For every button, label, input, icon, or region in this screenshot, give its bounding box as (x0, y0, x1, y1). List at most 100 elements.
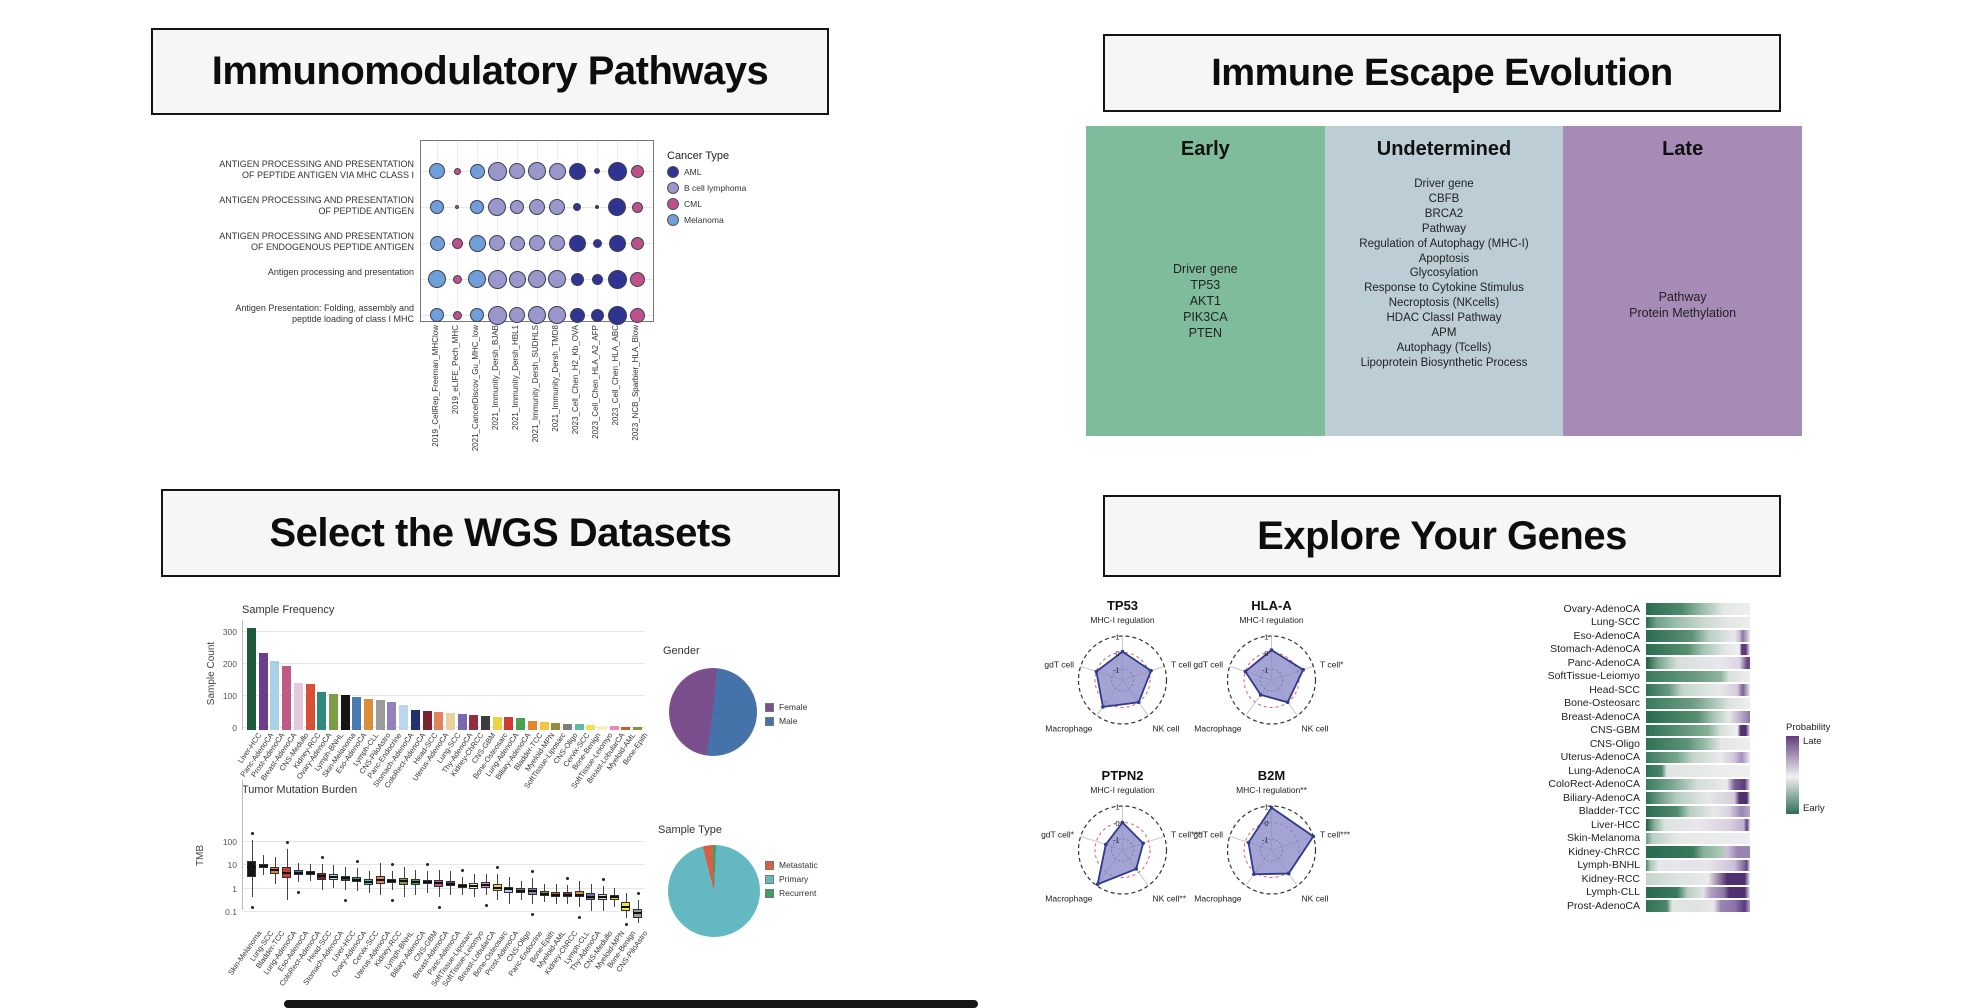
expression-dot (630, 164, 644, 178)
outlier-point (484, 903, 488, 907)
box-median (598, 896, 607, 899)
probability-strip (1646, 792, 1750, 804)
svg-text:1: 1 (1264, 633, 1268, 642)
genes-title-box[interactable]: Explore Your Genes (1103, 495, 1781, 577)
probability-strip (1646, 751, 1750, 763)
expression-dot (630, 236, 644, 250)
gridline (457, 141, 458, 321)
box-median (492, 886, 502, 889)
box-median (340, 877, 350, 880)
probability-row-label: ColoRect-AdenoCA (1548, 778, 1640, 791)
frequency-bar (258, 653, 268, 730)
frequency-bar (293, 682, 303, 730)
expression-dot (469, 163, 485, 179)
box-iqr (247, 860, 256, 877)
legend-label: Recurrent (779, 888, 817, 898)
svg-text:1: 1 (1115, 633, 1119, 642)
y-tick-label: 1 (232, 883, 237, 894)
tmb-title: Tumor Mutation Burden (242, 784, 358, 796)
y-tick-label: 0.1 (225, 907, 237, 918)
radar-axis-label: gdT cell (1044, 659, 1074, 669)
legend-label: Melanoma (684, 215, 724, 225)
evolution-title-box[interactable]: Immune Escape Evolution (1103, 34, 1781, 112)
probability-row: Bone-Osteosarc (1500, 697, 1750, 711)
expression-dot (489, 235, 505, 251)
expression-dot (470, 308, 484, 322)
frequency-bar (586, 725, 596, 730)
radar-polygon (1096, 821, 1145, 886)
evolution-column-heading: Early (1180, 138, 1230, 160)
gridline (243, 841, 645, 842)
evolution-column[interactable]: Early Driver gene TP53 AKT1 PIK3CA PTEN (1086, 126, 1325, 436)
frequency-bar (574, 724, 584, 730)
box-median (445, 882, 455, 885)
radar-axis-label: T cell* (1320, 659, 1344, 669)
probability-row-label: Head-SCC (1589, 683, 1640, 696)
probability-row-label: Lung-SCC (1590, 616, 1640, 629)
probability-row-label: Breast-AdenoCA (1561, 710, 1640, 723)
radar-gene-title: B2M (1257, 768, 1286, 783)
probability-row-label: Ovary-AdenoCA (1563, 602, 1640, 615)
legend-item: B cell lymphoma (667, 182, 746, 194)
frequency-bar (598, 725, 607, 730)
pathway-row-label: Antigen Presentation: Folding, assembly … (235, 303, 414, 324)
gridline (617, 141, 618, 321)
sample-type-pie (668, 845, 760, 937)
scrollbar-thumb[interactable] (284, 1000, 978, 1008)
expression-dot (568, 234, 586, 252)
frequency-bar (340, 694, 350, 730)
probability-strip (1646, 711, 1750, 723)
frequency-bar (621, 726, 631, 730)
probability-row-label: Lung-AdenoCA (1568, 764, 1640, 777)
pathway-row-label: ANTIGEN PROCESSING AND PRESENTATION OF P… (219, 159, 414, 180)
evolution-column-list: Pathway Protein Methylation (1563, 289, 1802, 321)
box-median (247, 865, 256, 868)
legend-label: CML (684, 199, 702, 209)
radar-gene-title: TP53 (1106, 598, 1139, 613)
gridline (243, 911, 645, 913)
gridline (243, 864, 645, 866)
svg-text:0: 0 (1264, 819, 1268, 828)
box-median (364, 881, 373, 884)
probability-row: ColoRect-AdenoCA (1500, 778, 1750, 792)
evolution-column[interactable]: Undetermined Driver gene CBFB BRCA2 Pathway R… (1324, 126, 1564, 436)
radar-axis-label: MHC-I regulation (1090, 615, 1155, 625)
probability-row: Kidney-ChRCC (1500, 845, 1750, 859)
probability-row: CNS-Oligo (1500, 737, 1750, 751)
expression-dot (592, 238, 602, 248)
probability-row-label: CNS-GBM (1590, 724, 1640, 737)
wgs-title: Select the WGS Datasets (269, 510, 733, 555)
probability-row: Skin-Melanoma (1500, 832, 1750, 846)
frequency-bar (270, 661, 280, 730)
probability-strip (1646, 616, 1750, 628)
legend-item: Female (765, 702, 807, 712)
evolution-list-item: CBFB (1428, 192, 1460, 205)
probability-row: SoftTissue-Leiomyo (1500, 670, 1750, 684)
gridline (577, 141, 578, 321)
wgs-title-box[interactable]: Select the WGS Datasets (161, 489, 840, 577)
pathways-title-box[interactable]: Immunomodulatory Pathways (151, 28, 829, 115)
frequency-bar (516, 718, 526, 730)
probability-row: Uterus-AdenoCA (1500, 751, 1750, 765)
expression-dot (510, 200, 524, 214)
legend-label: Female (779, 702, 808, 712)
gridline (497, 141, 498, 321)
probability-strip (1646, 630, 1750, 642)
svg-text:-1: -1 (1262, 666, 1269, 675)
gene-radar: PTPN2 1 0 -1 MHC-I regulation T cell*** NK cel… (1041, 768, 1202, 938)
legend-label: Male (779, 716, 798, 726)
probability-strip (1646, 643, 1750, 655)
svg-text:1: 1 (1115, 803, 1119, 812)
frequency-bar (539, 722, 549, 730)
radar-svg: 1 0 -1 MHC-I regulation T cell NK cell Macroph… (1044, 615, 1191, 733)
expression-dot (631, 201, 643, 213)
gridline (437, 141, 438, 321)
probability-row-label: Kidney-RCC (1581, 872, 1640, 885)
expression-dot (429, 235, 445, 251)
svg-text:1: 1 (1264, 803, 1268, 812)
probability-row-label: Eso-AdenoCA (1573, 629, 1640, 642)
evolution-column[interactable]: Late Pathway Protein Methylation (1563, 126, 1802, 436)
evolution-list-item: Lipoprotein Biosynthetic Process (1360, 356, 1528, 369)
y-tick-label: 200 (222, 659, 237, 670)
radar-axis-label: Macrophage (1194, 723, 1242, 733)
